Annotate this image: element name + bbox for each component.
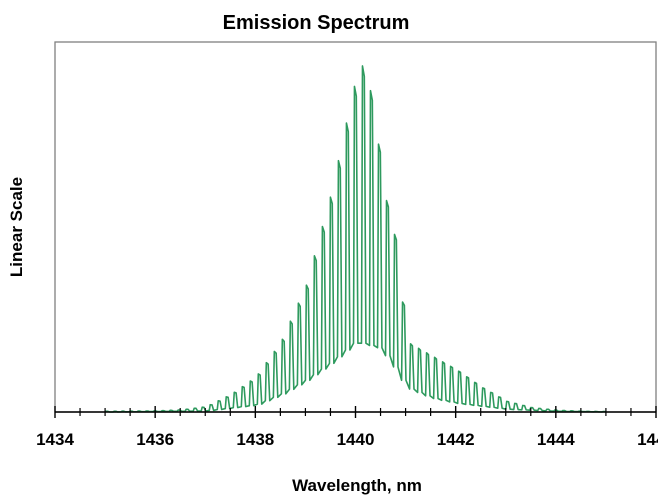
y-axis-label: Linear Scale [7, 177, 26, 277]
x-tick-label: 1440 [337, 430, 375, 449]
spectrum-series [104, 65, 607, 413]
series-line-emission [104, 65, 607, 413]
x-tick-label: 1434 [36, 430, 74, 449]
chart-title: Emission Spectrum [223, 12, 410, 34]
plot-area [54, 41, 657, 413]
x-tick-label: 1442 [437, 430, 475, 449]
x-tick-label: 1438 [236, 430, 274, 449]
x-axis-label: Wavelength, nm [292, 476, 422, 495]
x-tick-label: 1436 [136, 430, 174, 449]
x-tick-label: 1446 [637, 430, 658, 449]
x-tick-label: 1444 [537, 430, 575, 449]
x-axis: 1434 1436 1438 1440 1442 1444 1446 [36, 406, 658, 449]
